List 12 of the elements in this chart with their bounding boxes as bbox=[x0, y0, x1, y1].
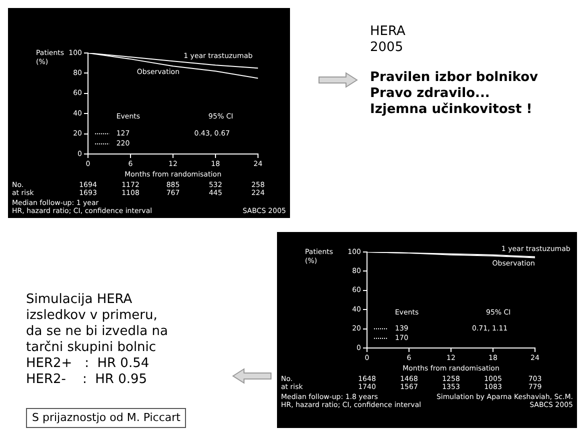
text: 2005 bbox=[370, 40, 404, 56]
text: HERA bbox=[370, 24, 406, 40]
text: izsledkov v primeru, bbox=[26, 308, 158, 324]
text: HER2+ : HR 0.54 bbox=[26, 356, 150, 372]
text: S prijaznostjo od M. Piccart bbox=[26, 408, 186, 428]
text: Izjemna učinkovitost ! bbox=[370, 102, 534, 118]
text: Pravo zdravilo... bbox=[370, 86, 491, 102]
text: Simulacija HERA bbox=[26, 292, 134, 308]
text: da se ne bi izvedla na bbox=[26, 324, 169, 340]
text: Pravilen izbor bolnikov bbox=[370, 70, 538, 86]
text: HER2- : HR 0.95 bbox=[26, 372, 148, 388]
text: tarčni skupini bolnic bbox=[26, 340, 158, 356]
